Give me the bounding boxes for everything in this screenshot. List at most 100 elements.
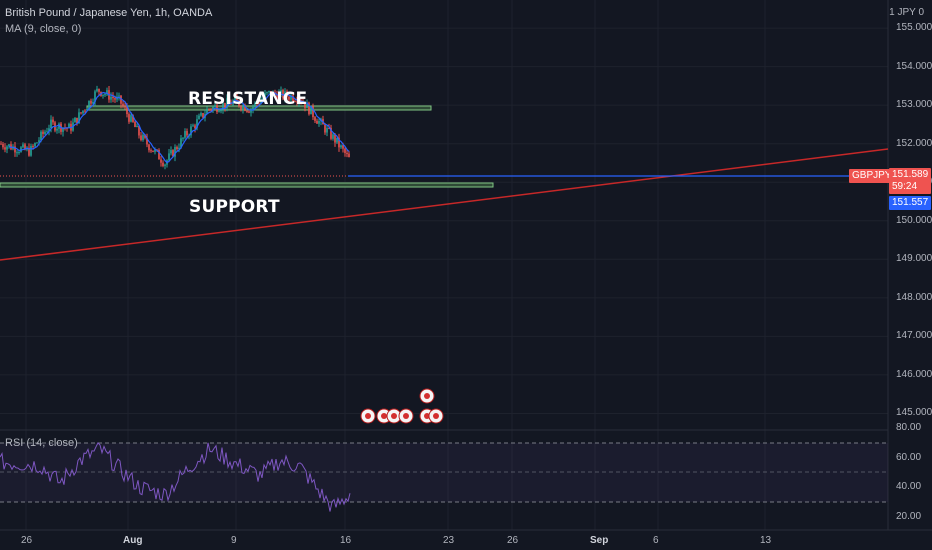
candle-body [328, 128, 330, 130]
candle-body [296, 101, 298, 103]
candle-body [98, 88, 100, 92]
currency-selector[interactable]: 1 JPY 0 [889, 7, 924, 18]
candle-body [304, 102, 306, 108]
symbol-badge: GBPJPY [849, 169, 895, 183]
candle-body [48, 128, 50, 132]
candle-body [210, 109, 212, 111]
symbol-legend[interactable]: British Pound / Japanese Yen, 1h, OANDA [5, 7, 213, 19]
rsi-legend[interactable]: RSI (14, close) [5, 437, 78, 449]
candle-body [160, 159, 162, 163]
candle-body [24, 144, 26, 150]
candle-body [192, 125, 194, 127]
candle-body [146, 137, 148, 145]
candle-body [50, 119, 52, 129]
candle-body [4, 147, 6, 150]
currency-label: JPY [897, 7, 916, 18]
event-marker-flag-icon[interactable] [398, 408, 414, 424]
candle-body [12, 146, 14, 150]
candle-body [200, 113, 202, 116]
candle-body [222, 102, 224, 110]
event-marker-flag-icon[interactable] [386, 408, 402, 424]
candle-body [114, 98, 116, 100]
candle-body [130, 115, 132, 122]
candle-body [164, 164, 166, 166]
candle-body [120, 95, 122, 104]
candle-body [324, 124, 326, 133]
candle-body [184, 131, 186, 138]
candle-body [338, 137, 340, 148]
candle-body [248, 111, 250, 113]
candle-body [218, 111, 220, 113]
candle-body [52, 119, 54, 123]
candle-body [110, 96, 112, 100]
candle-body [92, 101, 94, 104]
candle-body [126, 107, 128, 115]
candle-body [122, 103, 124, 106]
candle-body [226, 98, 228, 108]
candle-body [224, 102, 226, 108]
candle-body [106, 90, 108, 95]
candle-body [42, 131, 44, 134]
candle-body [254, 102, 256, 107]
candle-body [258, 103, 260, 105]
candle-body [90, 100, 92, 104]
candle-body [22, 144, 24, 148]
price-tick-label: 154.000 [896, 60, 932, 72]
time-tick-label: Aug [123, 535, 143, 546]
candle-body [240, 106, 242, 110]
candlesticks [0, 85, 350, 170]
price-tick-label: 148.000 [896, 291, 932, 303]
candle-body [220, 109, 222, 112]
candle-body [212, 106, 214, 111]
price-tick-label: 149.000 [896, 253, 932, 265]
candle-body [194, 125, 196, 129]
candle-body [344, 148, 346, 153]
candle-body [94, 91, 96, 102]
candle-body [310, 106, 312, 115]
candle-body [268, 90, 270, 93]
support-level[interactable] [0, 182, 494, 188]
last-price-value: 151.589 [892, 169, 929, 180]
candle-body [190, 126, 192, 136]
candle-body [214, 105, 216, 107]
candle-body [154, 149, 156, 152]
price-tick-label: 150.000 [896, 214, 932, 226]
candle-body [152, 150, 154, 152]
event-marker-flag-icon[interactable] [419, 388, 435, 404]
candle-body [138, 125, 140, 136]
candle-body [278, 92, 280, 100]
candle-body [262, 97, 264, 101]
candle-body [2, 144, 4, 148]
rsi-tick-label: 20.00 [896, 510, 922, 522]
candle-body [228, 98, 230, 103]
ma-legend[interactable]: MA (9, close, 0) [5, 23, 82, 35]
time-tick-label: 16 [340, 535, 352, 546]
candle-body [82, 110, 84, 114]
resistance-label[interactable]: RESISTANCE [188, 89, 308, 109]
candle-body [314, 117, 316, 121]
candle-body [306, 102, 308, 108]
time-tick-label: 26 [21, 535, 33, 546]
candle-body [28, 147, 30, 156]
rsi-tick-label: 80.00 [896, 422, 922, 434]
event-marker-flag-icon[interactable] [360, 408, 376, 424]
candle-body [272, 91, 274, 97]
trend-line[interactable] [0, 148, 889, 261]
candle-body [266, 92, 268, 94]
event-marker-flag-icon[interactable] [428, 408, 444, 424]
candle-body [88, 100, 90, 109]
candle-body [144, 134, 146, 138]
candle-body [264, 93, 266, 98]
price-tick-label: 153.000 [896, 99, 932, 111]
candle-body [276, 94, 278, 100]
candle-body [132, 115, 134, 122]
candle-body [236, 96, 238, 101]
candle-body [158, 150, 160, 160]
candle-body [30, 145, 32, 156]
candle-body [148, 144, 150, 151]
candle-body [176, 147, 178, 150]
candle-body [44, 131, 46, 134]
economic-events[interactable] [360, 388, 444, 424]
support-label[interactable]: SUPPORT [189, 197, 280, 217]
